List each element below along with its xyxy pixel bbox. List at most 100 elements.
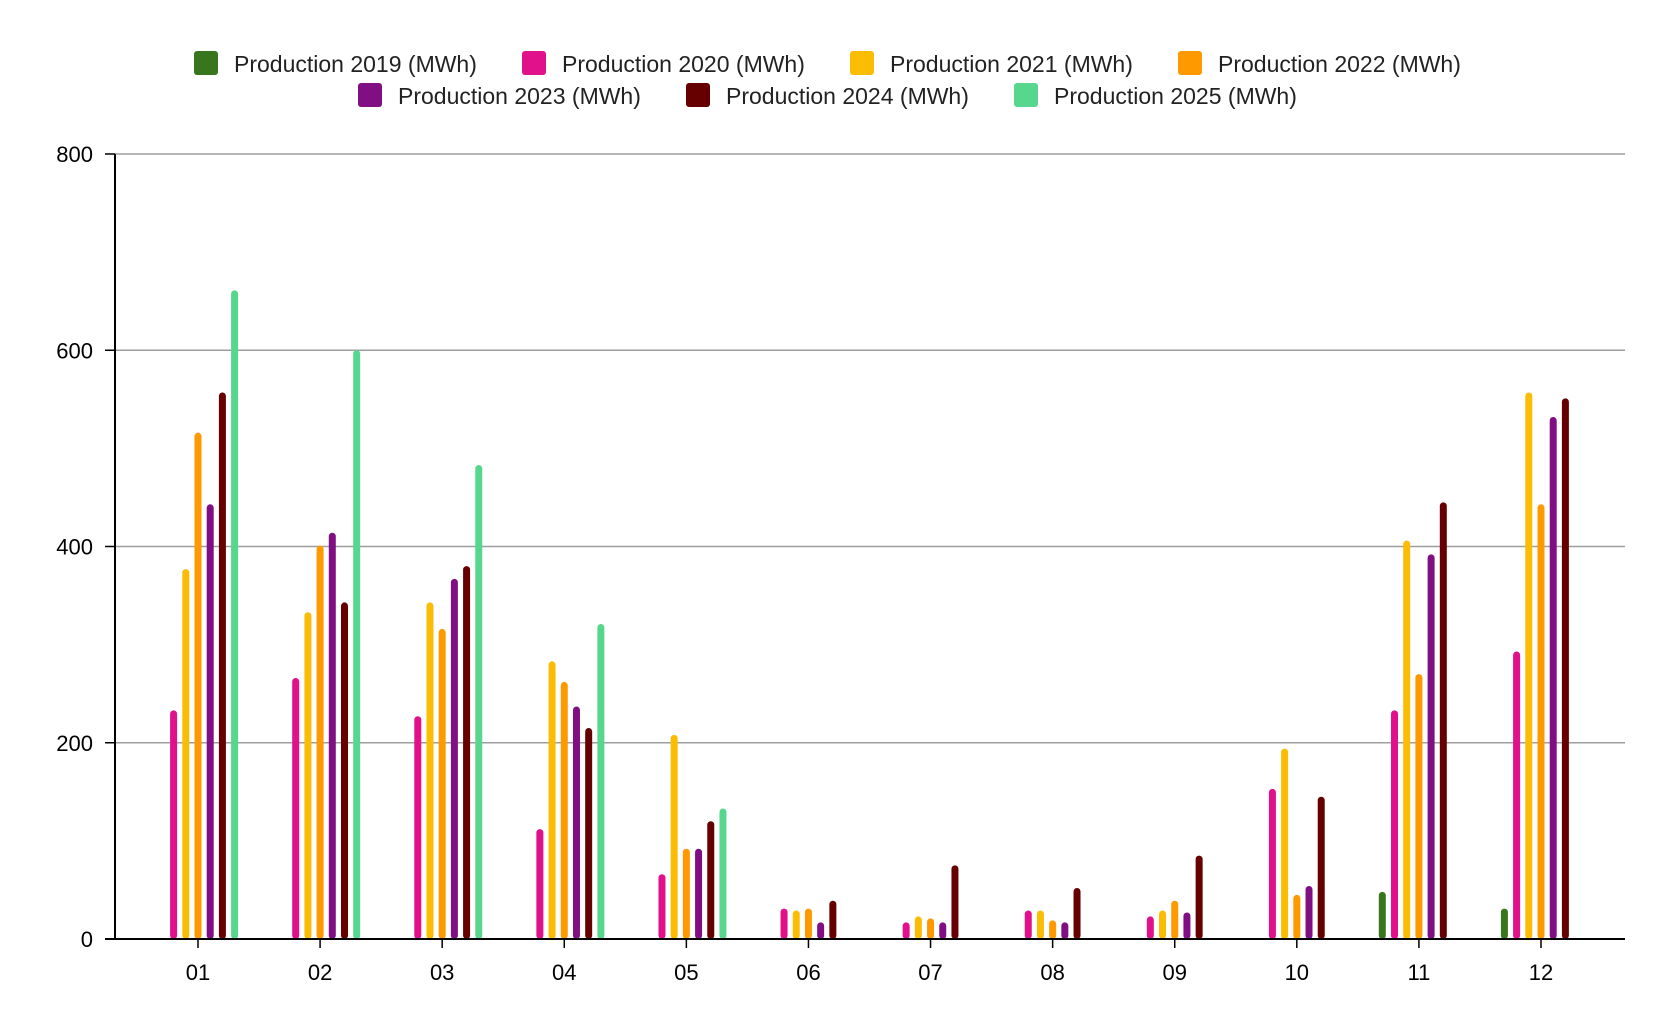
- y-tick-label: 400: [56, 535, 93, 560]
- bar: [1537, 504, 1545, 939]
- bar: [927, 918, 935, 939]
- x-tick-label: 07: [918, 960, 942, 985]
- y-tick-label: 200: [56, 731, 93, 756]
- y-tick-label: 600: [56, 338, 93, 363]
- bar: [1036, 910, 1044, 939]
- bar: [792, 910, 800, 939]
- bar: [450, 578, 458, 939]
- x-tick-label: 04: [552, 960, 576, 985]
- bar: [780, 908, 788, 939]
- bar: [182, 569, 190, 939]
- bar: [939, 922, 947, 939]
- legend-label: Production 2025 (MWh): [1054, 83, 1297, 109]
- legend-swatch: [1014, 83, 1038, 107]
- bar: [1146, 916, 1154, 939]
- bar: [1525, 392, 1533, 940]
- bar: [1549, 416, 1557, 940]
- bar: [292, 677, 300, 939]
- bar: [707, 821, 715, 939]
- legend: Production 2019 (MWh) Production 2020 (MW…: [194, 51, 1461, 109]
- x-tick-label: 11: [1407, 960, 1430, 985]
- bar: [1268, 788, 1276, 939]
- bar: [1171, 900, 1179, 939]
- legend-label: Production 2023 (MWh): [398, 83, 641, 109]
- x-tick-label: 05: [674, 960, 698, 985]
- bar: [304, 612, 312, 939]
- bar: [914, 916, 922, 939]
- bar: [1439, 502, 1447, 939]
- legend-swatch: [1178, 51, 1202, 75]
- bars: [170, 290, 1569, 940]
- bar: [1427, 554, 1435, 939]
- bar: [206, 504, 214, 939]
- bar: [1305, 886, 1313, 939]
- legend-label: Production 2022 (MWh): [1218, 51, 1461, 77]
- bar: [1159, 910, 1167, 939]
- legend-swatch: [358, 83, 382, 107]
- bar: [1024, 910, 1032, 939]
- bar: [597, 624, 605, 939]
- bar: [316, 545, 324, 939]
- bar: [1317, 796, 1325, 939]
- x-tick-label: 10: [1285, 960, 1309, 985]
- bar: [414, 716, 422, 939]
- bar: [1378, 891, 1386, 939]
- bar: [804, 908, 812, 939]
- legend-swatch: [850, 51, 874, 75]
- bar: [426, 602, 434, 939]
- bar: [670, 734, 678, 939]
- bar: [218, 392, 226, 940]
- bar: [170, 710, 178, 939]
- legend-label: Production 2024 (MWh): [726, 83, 969, 109]
- bar: [1513, 651, 1521, 939]
- bar: [1183, 912, 1191, 939]
- y-axis: 0 200 400 600 800: [56, 142, 116, 952]
- bar: [463, 566, 471, 939]
- bar: [1391, 710, 1399, 939]
- bar: [1281, 748, 1289, 939]
- bar: [682, 848, 690, 939]
- bar: [951, 865, 959, 939]
- x-tick-label: 02: [308, 960, 332, 985]
- bar: [1561, 398, 1569, 939]
- bar: [560, 681, 568, 939]
- bar: [658, 874, 666, 939]
- legend-swatch: [522, 51, 546, 75]
- bar: [719, 808, 727, 939]
- bar: [585, 728, 593, 939]
- bar: [1403, 540, 1411, 939]
- x-tick-label: 03: [430, 960, 454, 985]
- bar: [829, 900, 837, 939]
- bar: [1061, 922, 1069, 939]
- x-tick-label: 08: [1040, 960, 1064, 985]
- legend-label: Production 2020 (MWh): [562, 51, 805, 77]
- bar: [1500, 908, 1508, 939]
- grid-lines: [115, 153, 1625, 744]
- bar: [548, 661, 556, 939]
- bar: [438, 628, 446, 939]
- bar: [1415, 674, 1423, 939]
- bar: [1049, 920, 1057, 939]
- y-tick-label: 800: [56, 142, 93, 167]
- bar: [1293, 894, 1301, 939]
- x-tick-label: 09: [1162, 960, 1186, 985]
- bar: [1073, 887, 1081, 939]
- legend-swatch: [194, 51, 218, 75]
- bar: [536, 829, 544, 939]
- bar: [340, 602, 348, 939]
- bar: [817, 922, 825, 939]
- bar: [194, 432, 202, 939]
- legend-swatch: [686, 83, 710, 107]
- bar: [902, 922, 910, 939]
- y-tick-label: 0: [81, 927, 93, 952]
- x-tick-label: 01: [186, 960, 210, 985]
- bar: [328, 532, 336, 939]
- x-axis: 01 02 03 04 05 06 07 08 09 10 11 12: [105, 938, 1625, 985]
- legend-label: Production 2019 (MWh): [234, 51, 477, 77]
- bar: [695, 848, 703, 939]
- x-tick-label: 06: [796, 960, 820, 985]
- bar: [231, 290, 239, 939]
- bar: [475, 465, 483, 939]
- bar: [572, 706, 580, 939]
